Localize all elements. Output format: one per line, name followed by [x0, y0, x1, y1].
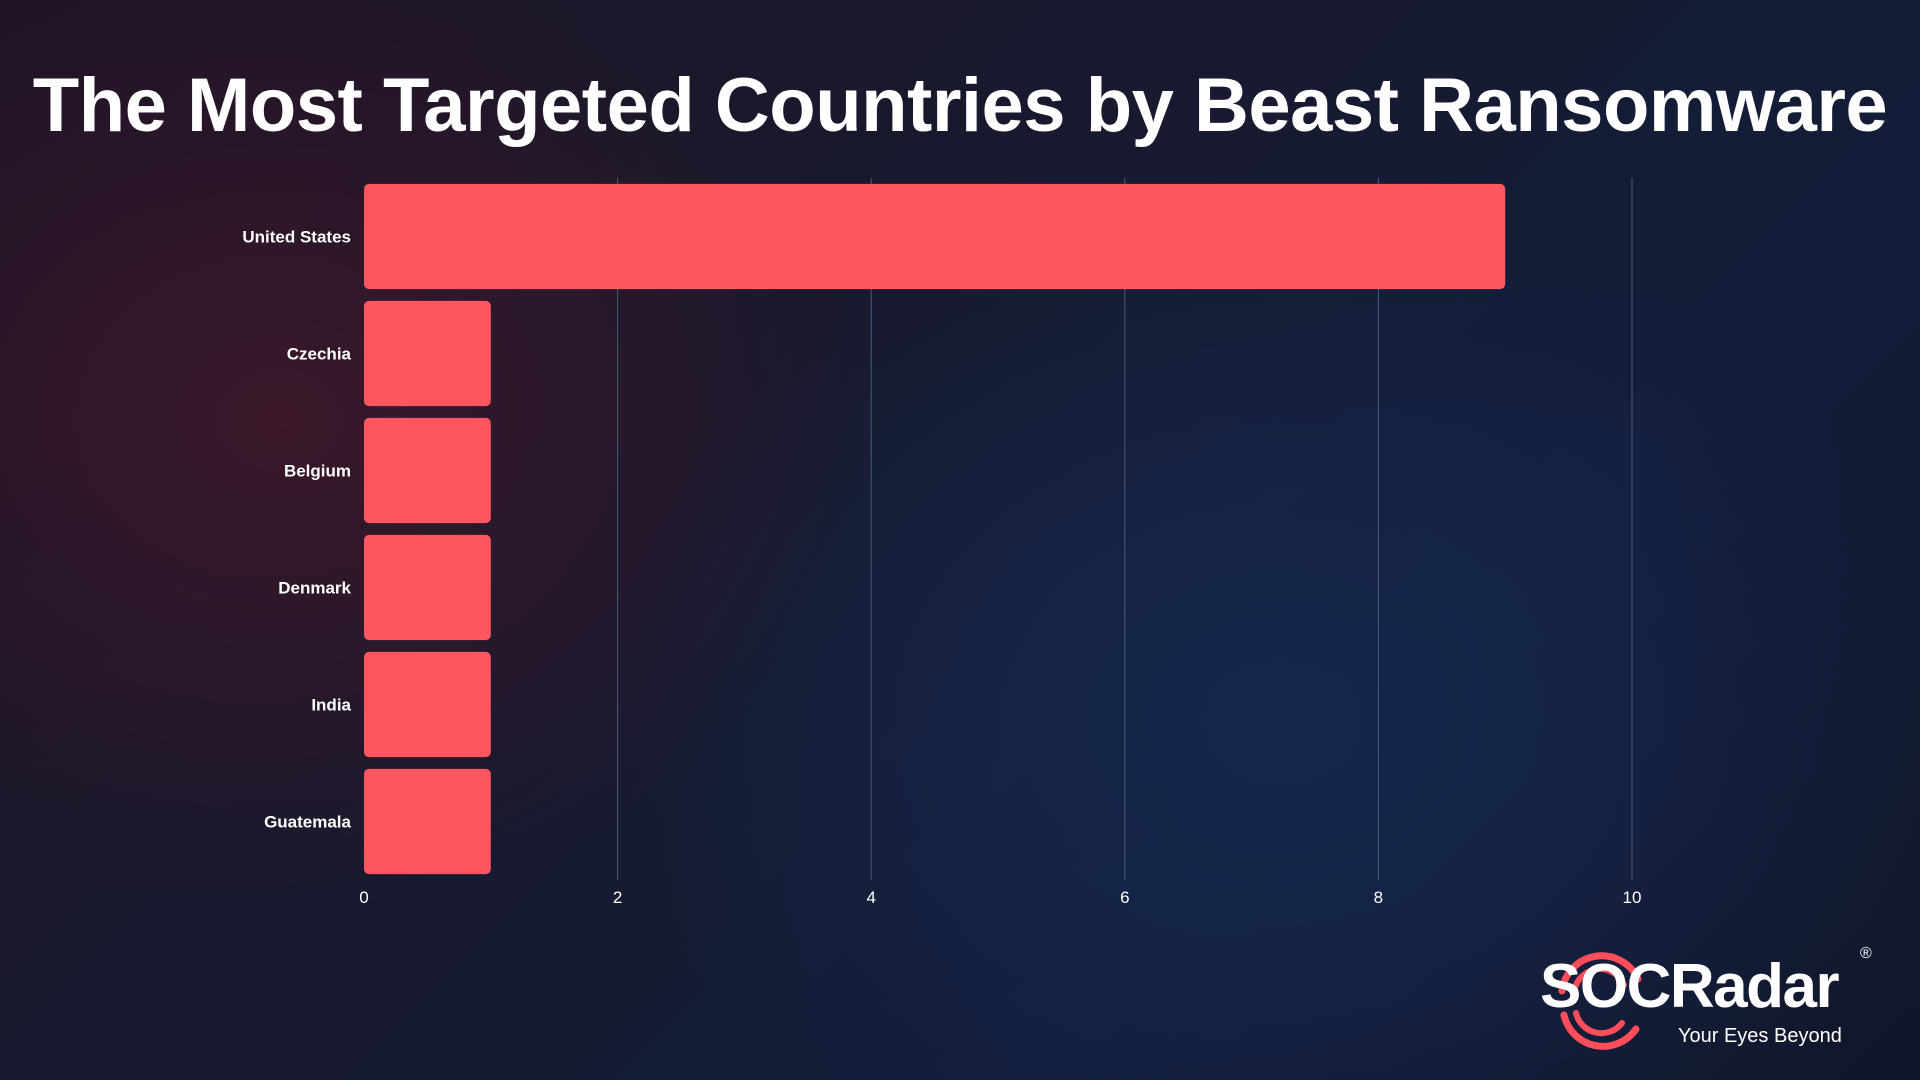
bars — [364, 183, 1506, 875]
x-tick-label: 0 — [359, 888, 368, 907]
category-labels: United States Czechia Belgium Denmark India G… — [242, 228, 351, 832]
bar — [364, 768, 491, 875]
x-tick-label: 4 — [866, 888, 875, 907]
brand-tagline: Your Eyes Beyond — [1678, 1025, 1842, 1047]
bar — [364, 300, 491, 407]
category-label: Belgium — [284, 462, 351, 481]
radar-arcs-icon — [1558, 952, 1642, 1050]
brand-name: SOCRadar — [1540, 952, 1840, 1021]
gridlines — [617, 178, 1633, 880]
x-axis-ticks: 0 2 4 6 8 10 — [359, 888, 1641, 907]
category-label: India — [311, 696, 351, 715]
category-label: Denmark — [278, 579, 351, 598]
bar — [364, 183, 1506, 290]
x-tick-label: 6 — [1120, 888, 1129, 907]
registered-mark: ® — [1860, 945, 1872, 962]
category-label: United States — [242, 228, 351, 247]
x-tick-label: 8 — [1374, 888, 1383, 907]
chart-title: The Most Targeted Countries by Beast Ran… — [32, 63, 1888, 148]
bar — [364, 417, 491, 524]
x-tick-label: 10 — [1623, 888, 1642, 907]
bar — [364, 651, 491, 758]
category-label: Czechia — [287, 345, 352, 364]
x-tick-label: 2 — [613, 888, 622, 907]
category-label: Guatemala — [264, 813, 351, 832]
socradar-logo: SOCRadar ® Your Eyes Beyond — [1540, 945, 1880, 1055]
bar — [364, 534, 491, 641]
